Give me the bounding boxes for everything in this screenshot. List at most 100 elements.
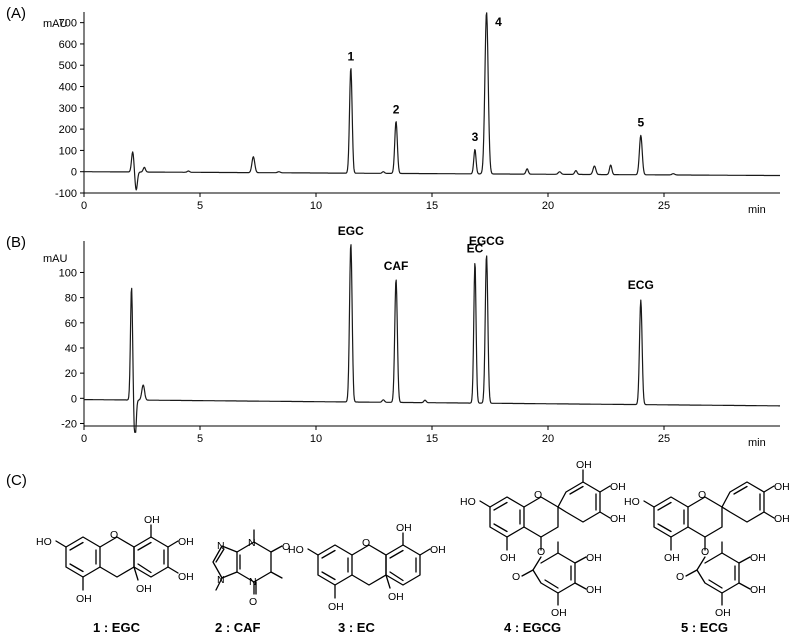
struct-3-oh-top: OH — [396, 522, 412, 534]
struct-3-ho-left: HO — [288, 544, 304, 556]
struct-1-oh-right-upper: OH — [178, 536, 194, 548]
struct-1-oh-right-lower: OH — [178, 571, 194, 583]
struct-5-galloyl-oh-2: OH — [750, 584, 766, 596]
panel-a-y-tick-label: 200 — [59, 124, 77, 136]
panel-b-x-tick-label: 25 — [658, 433, 670, 445]
struct-5-oh-right-lower: OH — [774, 513, 790, 525]
panel-a-peak-label: 3 — [472, 130, 479, 144]
panel-b-axes: -20 0 20 40 60 80 100 0 5 10 15 20 25 — [59, 241, 780, 445]
struct-4-caption: 4 : EGCG — [504, 620, 561, 635]
panel-a-peak-label: 5 — [637, 115, 644, 129]
panel-a-y-unit: mAU — [43, 18, 68, 30]
struct-1-ring-oxygen: O — [110, 529, 118, 541]
structures-panel-c: (C) O OH OH OH HO OH OH 1 : EGC N N — [6, 459, 790, 635]
struct-5-oh-bottom: OH — [664, 552, 680, 564]
panel-b-x-tick-label: 15 — [426, 433, 438, 445]
struct-2-n7: N — [217, 540, 225, 552]
struct-5-caption: 5 : ECG — [681, 620, 728, 635]
struct-4-carbonyl-oxygen: O — [512, 571, 520, 583]
panel-a-peak-label: 1 — [347, 49, 354, 63]
structure-caf: N N N N O O 2 : CAF — [212, 529, 290, 635]
struct-2-n9: N — [217, 574, 225, 586]
panel-c-label: (C) — [6, 472, 27, 489]
panel-b-peak-label: EGC — [338, 224, 364, 238]
panel-a-peak-labels: 1 2 3 4 5 — [347, 15, 644, 144]
chromatogram-panel-a: (A) mAU min -100 0 100 200 300 400 500 600 700 0 5… — [6, 5, 781, 216]
struct-4-ho-left: HO — [460, 496, 476, 508]
struct-5-oh-right-upper: OH — [774, 481, 790, 493]
struct-4-ring-oxygen: O — [534, 489, 542, 501]
struct-2-caption: 2 : CAF — [215, 620, 261, 635]
panel-a-y-tick-label: 600 — [59, 39, 77, 51]
struct-4-oh-top: OH — [576, 459, 592, 471]
panel-a-x-tick-label: 5 — [197, 200, 203, 212]
panel-b-y-tick-label: 60 — [65, 318, 77, 330]
panel-a-x-tick-label: 15 — [426, 200, 438, 212]
struct-4-galloyl-oh-3: OH — [551, 607, 567, 619]
panel-a-y-tick-label: 400 — [59, 82, 77, 94]
panel-b-peak-label: EGCG — [469, 234, 504, 248]
struct-2-o-upper: O — [282, 541, 290, 553]
panel-b-y-unit: mAU — [43, 253, 68, 265]
panel-b-x-tick-label: 20 — [542, 433, 554, 445]
panel-b-y-tick-label: -20 — [61, 418, 77, 430]
panel-b-y-tick-label: 80 — [65, 293, 77, 305]
panel-b-peak-label: CAF — [384, 259, 409, 273]
panel-b-y-tick-label: 20 — [65, 368, 77, 380]
panel-a-x-tick-label: 20 — [542, 200, 554, 212]
panel-b-peak-label: ECG — [628, 278, 654, 292]
panel-b-y-tick-label: 0 — [71, 393, 77, 405]
panel-a-y-tick-label: 0 — [71, 167, 77, 179]
panel-a-x-tick-label: 10 — [310, 200, 322, 212]
struct-5-ester-oxygen: O — [701, 546, 709, 558]
panel-a-y-tick-label: 100 — [59, 145, 77, 157]
panel-a-y-tick-label: -100 — [55, 188, 77, 200]
struct-4-oh-right-lower: OH — [610, 513, 626, 525]
struct-1-oh-top: OH — [144, 514, 160, 526]
struct-4-oh-right-upper: OH — [610, 481, 626, 493]
struct-5-galloyl-oh-3: OH — [715, 607, 731, 619]
structure-egcg: O OH OH OH HO OH O O OH OH OH 4 : EGCG — [460, 459, 626, 635]
panel-a-y-tick-label: 700 — [59, 18, 77, 30]
struct-4-ester-oxygen: O — [537, 546, 545, 558]
struct-2-n3: N — [249, 576, 257, 588]
struct-4-oh-bottom: OH — [500, 552, 516, 564]
struct-2-n1: N — [248, 537, 256, 549]
panel-a-peak-label: 4 — [495, 15, 502, 29]
struct-5-galloyl-oh-1: OH — [750, 552, 766, 564]
struct-5-carbonyl-oxygen: O — [676, 571, 684, 583]
struct-1-oh-ring: OH — [136, 583, 152, 595]
struct-1-oh-bottom: OH — [76, 593, 92, 605]
panel-a-y-tick-label: 300 — [59, 103, 77, 115]
panel-b-y-tick-label: 40 — [65, 343, 77, 355]
struct-4-galloyl-oh-2: OH — [586, 584, 602, 596]
struct-3-oh-right: OH — [430, 544, 446, 556]
panel-b-x-tick-label: 10 — [310, 433, 322, 445]
structure-ec: O OH OH HO OH OH 3 : EC — [288, 522, 446, 635]
struct-1-ho-left: HO — [36, 536, 52, 548]
struct-1-caption: 1 : EGC — [93, 620, 141, 635]
panel-a-peak-label: 2 — [393, 103, 400, 117]
struct-3-caption: 3 : EC — [338, 620, 375, 635]
struct-2-o-lower: O — [249, 596, 257, 608]
struct-4-galloyl-oh-1: OH — [586, 552, 602, 564]
panel-a-x-tick-label: 25 — [658, 200, 670, 212]
struct-3-oh-ring: OH — [388, 591, 404, 603]
structure-egc: O OH OH OH HO OH OH 1 : EGC — [36, 514, 194, 635]
panel-b-x-tick-label: 5 — [197, 433, 203, 445]
panel-a-label: (A) — [6, 5, 26, 22]
panel-b-x-unit: min — [748, 437, 766, 449]
panel-a-x-tick-label: 0 — [81, 200, 87, 212]
panel-b-peak-label: EC — [467, 242, 484, 256]
panel-b-x-tick-label: 0 — [81, 433, 87, 445]
panel-a-x-unit: min — [748, 204, 766, 216]
panel-a-y-tick-label: 500 — [59, 60, 77, 72]
struct-3-ring-oxygen: O — [362, 537, 370, 549]
panel-b-y-tick-label: 100 — [59, 267, 77, 279]
panel-a-chromatogram-trace — [83, 12, 781, 191]
structure-ecg: O OH OH HO OH O O OH OH OH 5 : ECG — [624, 481, 790, 635]
chromatogram-panel-b: (B) mAU min -20 0 20 40 60 80 100 0 5 10 15 20 25 EG… — [6, 224, 781, 449]
